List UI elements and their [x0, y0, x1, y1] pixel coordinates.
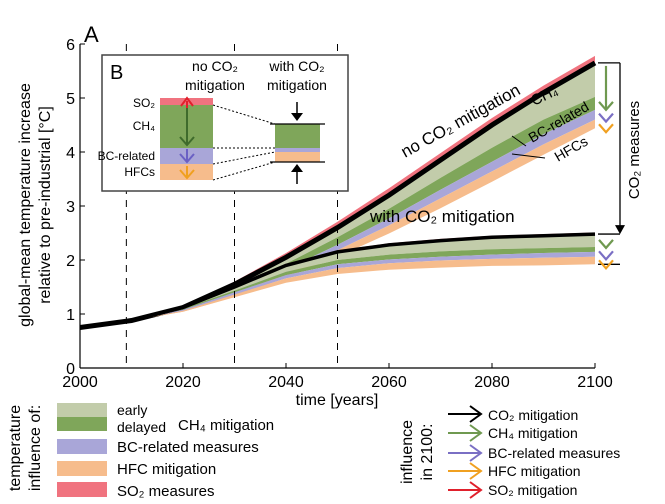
legend-label-hfc: HFC mitigation — [117, 461, 216, 478]
legend-label-ch4-mitigation: CH₄ mitigation — [178, 417, 274, 434]
inset-no-co2-line1: no CO₂ — [192, 58, 238, 74]
arrow-legend-co2: CO₂ mitigation — [488, 407, 578, 423]
x-tick-2100: 2100 — [577, 374, 613, 391]
arrow-legend-title-line1: influence — [399, 420, 416, 484]
inset-no-co2-line2: mitigation — [185, 77, 245, 93]
bc-pointer-line — [511, 135, 527, 147]
y-tick-3: 3 — [66, 199, 75, 216]
with-co2-main-line — [79, 232, 596, 330]
with-co2-ch4-band — [80, 247, 595, 328]
inset-with-hfc-bar — [275, 152, 320, 162]
inset-connector-lines — [212, 104, 276, 181]
arrow-legend-ch4-head — [469, 424, 483, 442]
bc-arrow-upper — [598, 112, 614, 124]
arrow-legend-hfc-head — [469, 462, 483, 480]
y-tick-4: 4 — [66, 145, 75, 162]
arrow-legend-bc: BC-related measures — [488, 445, 620, 461]
fill-legend-title-line2: influence of: — [27, 405, 44, 491]
co2-measures-bracket — [598, 62, 625, 270]
legend-swatch-bc — [57, 439, 107, 454]
inset-with-bc-bar — [275, 148, 320, 152]
legend-swatch-so2 — [57, 482, 107, 497]
bc-arrow-lower — [598, 250, 614, 261]
inset-row-ch4: CH₄ — [133, 119, 155, 133]
inset-with-ch4-bar — [275, 124, 320, 148]
co2-measures-label: CO₂ measures — [626, 101, 643, 199]
y-tick-0: 0 — [66, 361, 75, 378]
no-co2-ch4-band — [80, 96, 595, 328]
legend-label-bc: BC-related measures — [117, 439, 259, 456]
y-axis-label-line1: global-mean temperature increase — [17, 83, 34, 327]
panel-letter-b: B — [110, 62, 123, 84]
with-co2-label: with CO₂ mitigation — [369, 207, 515, 226]
legend-label-so2: SO₂ measures — [117, 483, 215, 500]
x-tick-2080: 2080 — [474, 374, 510, 391]
legend-swatch-delayed — [57, 417, 107, 431]
x-tick-2020: 2020 — [165, 374, 201, 391]
hfc-arrow-upper — [598, 123, 614, 134]
x-axis-label: time [years] — [296, 392, 379, 409]
arrow-legend-so2-head — [469, 481, 483, 499]
x-tick-2040: 2040 — [268, 374, 304, 391]
plot-area: 2000 2020 2040 2060 2080 2100 0 1 2 3 4 5 6 — [62, 37, 613, 391]
arrow-legend: influence in 2100: CO₂ mitigation CH₄ mi… — [399, 405, 620, 499]
fill-legend: temperature influence of: early delayed … — [7, 402, 274, 500]
y-tick-1: 1 — [66, 307, 75, 324]
y-tick-2: 2 — [66, 253, 75, 270]
arrow-legend-co2-head — [469, 405, 483, 423]
inset-row-bc: BC-related — [98, 149, 155, 163]
inset-with-co2-line2: mitigation — [267, 77, 327, 93]
arrow-legend-title-line2: in 2100: — [419, 424, 436, 481]
fill-legend-title-line1: temperature — [7, 405, 24, 491]
panel-letter-a: A — [84, 22, 99, 47]
inset-row-hfcs: HFCs — [124, 165, 155, 179]
arrow-legend-so2: SO₂ mitigation — [488, 482, 577, 498]
arrow-legend-ch4: CH₄ mitigation — [488, 425, 578, 441]
y-tick-5: 5 — [66, 91, 75, 108]
legend-label-delayed: delayed — [117, 419, 166, 435]
arrow-legend-bc-head — [469, 444, 483, 462]
x-tick-2000: 2000 — [62, 374, 98, 391]
inset-row-so2: SO₂ — [133, 96, 155, 110]
inset-panel-b: B no CO₂ mitigation with CO₂ mitigation … — [98, 54, 349, 192]
legend-swatch-hfc — [57, 461, 107, 476]
y-axis-label-line2: relative to pre-industrial [°C] — [37, 106, 54, 304]
inset-with-co2-line1: with CO₂ — [268, 58, 324, 74]
ch4-arrow-upper — [598, 101, 614, 112]
legend-label-early: early — [117, 402, 147, 418]
arrow-legend-hfc: HFC mitigation — [488, 463, 581, 479]
legend-swatch-early — [57, 403, 107, 417]
hfcs-pointer-line — [511, 153, 546, 159]
inset-frame — [101, 54, 349, 192]
y-tick-6: 6 — [66, 37, 75, 54]
x-tick-2060: 2060 — [371, 374, 407, 391]
ch4-arrow-lower — [598, 239, 614, 250]
hfc-arrow-lower — [598, 259, 614, 270]
tick-labels: 2000 2020 2040 2060 2080 2100 0 1 2 3 4 5 6 — [62, 37, 613, 391]
